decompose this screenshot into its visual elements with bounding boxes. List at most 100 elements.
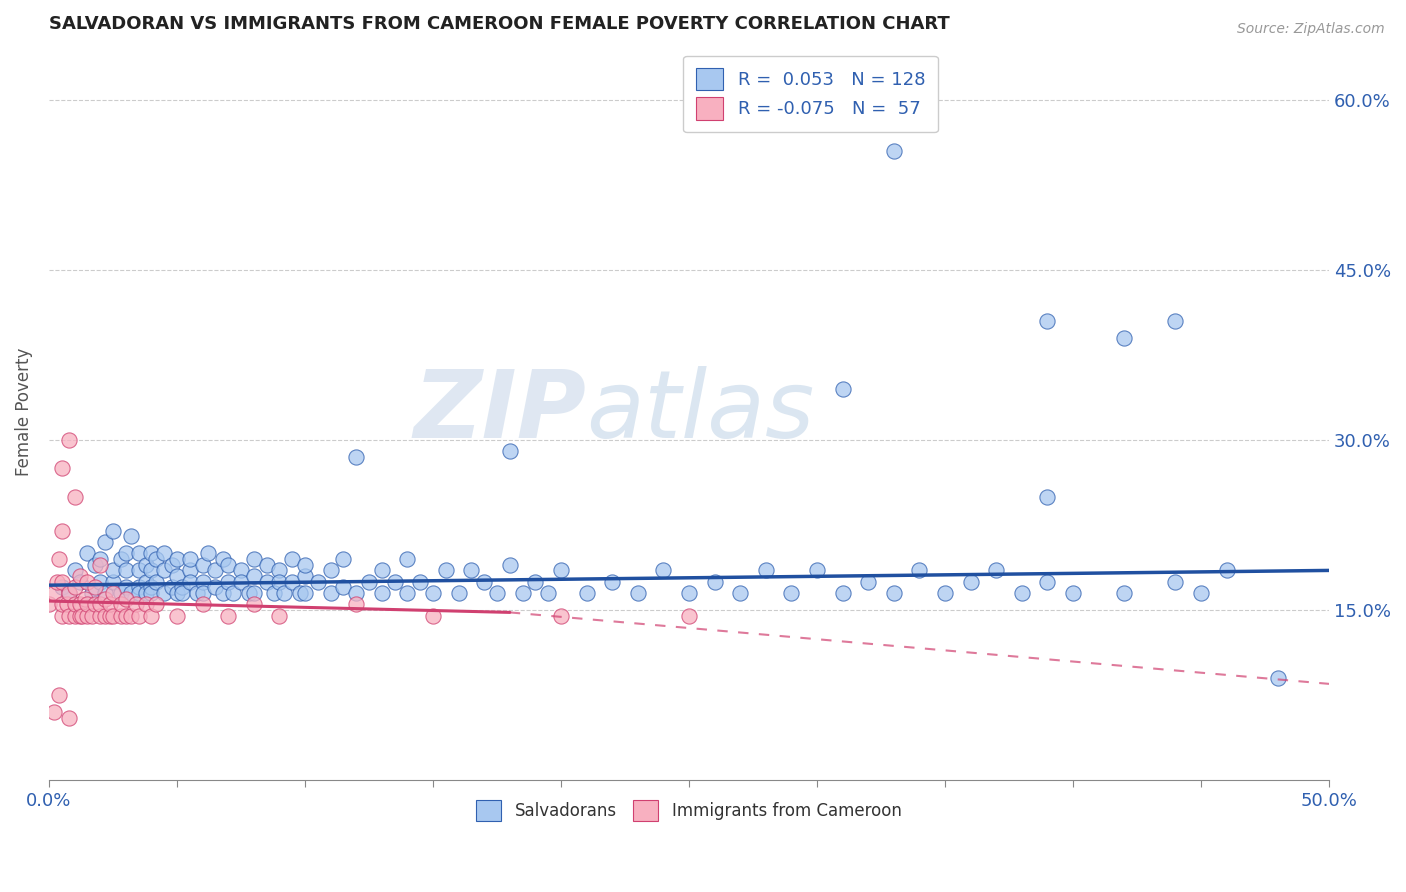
Point: [384, 574, 406, 589]
Point: [256, 558, 278, 572]
Point: [94, 608, 117, 623]
Point: [48, 688, 70, 702]
Point: [191, 574, 214, 589]
Point: [217, 574, 239, 589]
Point: [73, 591, 96, 606]
Text: atlas: atlas: [586, 366, 815, 457]
Point: [101, 574, 124, 589]
Point: [755, 563, 778, 577]
Point: [728, 586, 751, 600]
Point: [58, 711, 80, 725]
Point: [1011, 586, 1033, 600]
Point: [110, 598, 132, 612]
Point: [212, 586, 235, 600]
Point: [172, 581, 194, 595]
Point: [242, 598, 264, 612]
Point: [409, 574, 432, 589]
Point: [1036, 490, 1059, 504]
Point: [145, 552, 167, 566]
Point: [101, 586, 124, 600]
Point: [959, 574, 981, 589]
Point: [89, 558, 111, 572]
Point: [319, 586, 342, 600]
Point: [100, 598, 122, 612]
Point: [76, 608, 98, 623]
Point: [229, 574, 252, 589]
Point: [48, 552, 70, 566]
Point: [69, 574, 91, 589]
Point: [1267, 671, 1289, 685]
Point: [524, 574, 547, 589]
Point: [229, 563, 252, 577]
Point: [883, 144, 905, 158]
Point: [485, 586, 508, 600]
Point: [82, 608, 104, 623]
Legend: Salvadorans, Immigrants from Cameroon: Salvadorans, Immigrants from Cameroon: [470, 794, 908, 827]
Point: [703, 574, 725, 589]
Point: [217, 558, 239, 572]
Point: [179, 552, 201, 566]
Point: [89, 608, 111, 623]
Point: [678, 608, 700, 623]
Point: [197, 546, 219, 560]
Point: [212, 552, 235, 566]
Point: [51, 574, 73, 589]
Point: [51, 598, 73, 612]
Point: [84, 581, 107, 595]
Point: [45, 574, 67, 589]
Point: [51, 461, 73, 475]
Point: [273, 586, 295, 600]
Point: [986, 563, 1008, 577]
Point: [263, 586, 285, 600]
Point: [120, 608, 142, 623]
Point: [172, 586, 194, 600]
Point: [281, 574, 304, 589]
Point: [42, 705, 65, 719]
Point: [128, 563, 150, 577]
Point: [100, 608, 122, 623]
Point: [1036, 314, 1059, 328]
Point: [166, 552, 188, 566]
Point: [460, 563, 482, 577]
Point: [1189, 586, 1212, 600]
Point: [42, 586, 65, 600]
Point: [238, 586, 260, 600]
Point: [294, 586, 316, 600]
Point: [128, 581, 150, 595]
Point: [51, 524, 73, 538]
Point: [84, 558, 107, 572]
Point: [550, 563, 572, 577]
Point: [371, 563, 394, 577]
Point: [160, 581, 183, 595]
Point: [204, 563, 226, 577]
Point: [307, 574, 329, 589]
Point: [110, 608, 132, 623]
Text: SALVADORAN VS IMMIGRANTS FROM CAMEROON FEMALE POVERTY CORRELATION CHART: SALVADORAN VS IMMIGRANTS FROM CAMEROON F…: [49, 15, 949, 33]
Point: [242, 552, 264, 566]
Point: [84, 598, 107, 612]
Point: [94, 586, 117, 600]
Point: [58, 433, 80, 447]
Point: [145, 598, 167, 612]
Point: [499, 444, 522, 458]
Point: [58, 586, 80, 600]
Point: [153, 586, 176, 600]
Point: [128, 546, 150, 560]
Point: [319, 563, 342, 577]
Point: [110, 586, 132, 600]
Point: [186, 586, 208, 600]
Point: [120, 529, 142, 543]
Point: [166, 569, 188, 583]
Point: [1036, 574, 1059, 589]
Point: [908, 563, 931, 577]
Point: [179, 574, 201, 589]
Point: [114, 581, 136, 595]
Point: [135, 598, 157, 612]
Point: [575, 586, 598, 600]
Point: [269, 608, 291, 623]
Point: [114, 591, 136, 606]
Point: [82, 586, 104, 600]
Point: [38, 598, 60, 612]
Point: [512, 586, 534, 600]
Point: [600, 574, 623, 589]
